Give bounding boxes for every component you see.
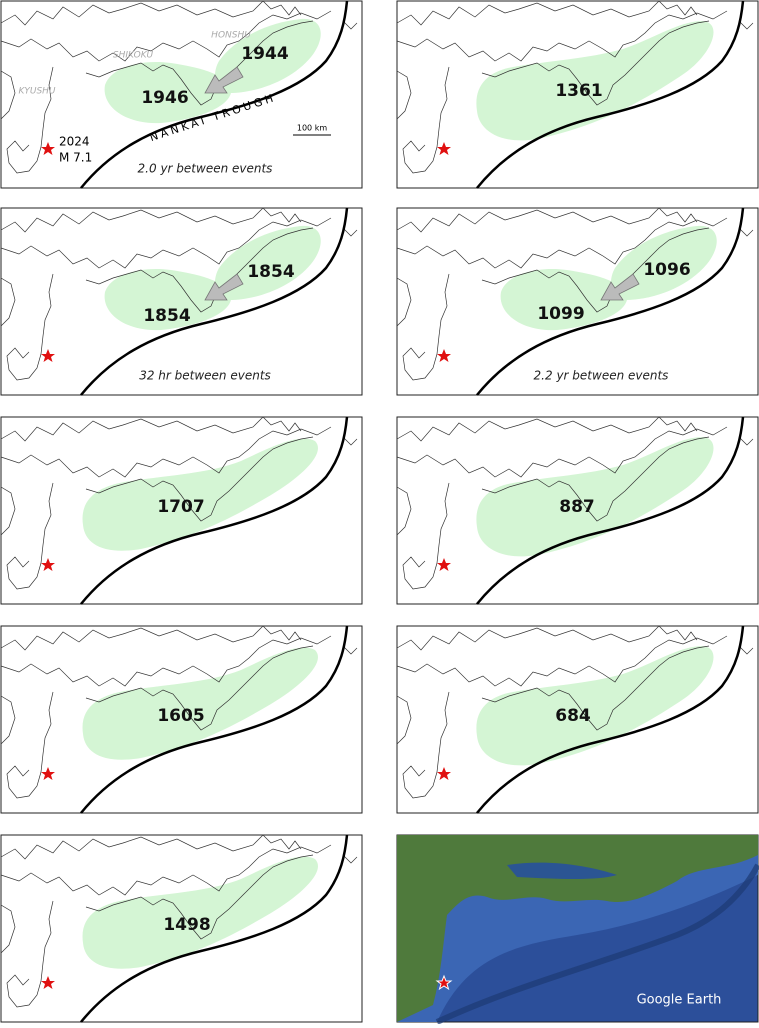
- rupture-zone: [476, 21, 714, 141]
- trough-line: [80, 207, 349, 396]
- map-panel: 1707: [0, 416, 363, 605]
- map-panel: 1944 1946 2.0 yr between events HONSHU SHIKO…: [0, 0, 363, 189]
- rupture-zone: [476, 437, 714, 557]
- trough-line: [80, 0, 349, 189]
- map-panel: 1854 1854 32 hr between events: [0, 207, 363, 396]
- map-panel: 1498: [0, 834, 363, 1023]
- region-label: HONSHU: [211, 31, 251, 41]
- trough-line: [476, 625, 745, 814]
- rupture-year: 1099: [537, 304, 584, 324]
- rupture-year: 1944: [241, 44, 288, 64]
- rupture-zone: [500, 268, 628, 331]
- epicenter-star: [437, 349, 451, 362]
- map-panel: 684: [396, 625, 759, 814]
- epicenter-star: [41, 558, 55, 571]
- map-panel: 1605: [0, 625, 363, 814]
- trough-line: [476, 207, 745, 396]
- map-panel: 1361: [396, 0, 759, 189]
- rupture-year: 1096: [643, 260, 690, 280]
- propagation-arrow: [600, 273, 640, 301]
- land: [397, 835, 758, 1022]
- scale-label: 100 km: [297, 124, 327, 133]
- epicenter-star: [41, 767, 55, 780]
- epicenter-star: [41, 142, 55, 155]
- rupture-year: 1498: [163, 915, 210, 935]
- rupture-year: 1605: [157, 706, 204, 726]
- rupture-zone: [82, 647, 318, 760]
- trough-line: [476, 0, 745, 189]
- rupture-zone: [476, 646, 714, 766]
- propagation-arrow: [204, 273, 244, 301]
- star-magnitude: M 7.1: [59, 151, 92, 165]
- propagation-arrow: [204, 66, 244, 94]
- epicenter-star: [41, 976, 55, 989]
- satellite-panel: Google Earth: [396, 834, 759, 1025]
- epicenter-star: [435, 974, 453, 991]
- rupture-zone: [82, 438, 318, 551]
- trough-line: [476, 416, 745, 605]
- map-panel: 1096 1099 2.2 yr between events: [396, 207, 759, 396]
- image-credit: Google Earth: [637, 993, 722, 1008]
- rupture-year: 684: [555, 706, 591, 726]
- epicenter-star: [437, 558, 451, 571]
- rupture-zone: [104, 61, 232, 124]
- rupture-year: 887: [559, 497, 595, 517]
- rupture-year: 1854: [143, 306, 190, 326]
- interval-note: 2.2 yr between events: [534, 369, 669, 383]
- trench-ridges: [435, 863, 759, 1025]
- map-panel: 887: [396, 416, 759, 605]
- region-label: KYUSHU: [18, 87, 55, 97]
- epicenter-star: [437, 767, 451, 780]
- rupture-year: 1854: [247, 262, 294, 282]
- rupture-zone: [104, 268, 232, 331]
- rupture-year: 1946: [141, 88, 188, 108]
- trough-line: [80, 416, 349, 605]
- inland-sea: [507, 862, 617, 879]
- interval-note: 32 hr between events: [139, 369, 271, 383]
- trough-line: [80, 834, 349, 1023]
- interval-note: 2.0 yr between events: [138, 162, 273, 176]
- rupture-year: 1707: [157, 497, 204, 517]
- trough-line: [80, 625, 349, 814]
- epicenter-star: [41, 349, 55, 362]
- epicenter-star: [437, 142, 451, 155]
- region-label: SHIKOKU: [113, 51, 154, 61]
- rupture-year: 1361: [555, 81, 602, 101]
- star-year: 2024: [59, 135, 90, 149]
- rupture-zone: [82, 856, 318, 969]
